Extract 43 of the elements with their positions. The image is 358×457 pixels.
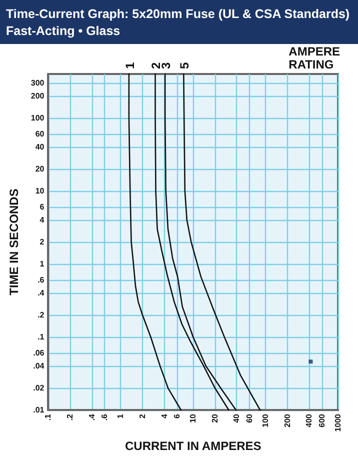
text: 5 <box>178 62 192 69</box>
x-tick-label: .4 <box>87 413 96 421</box>
chart-subtitle: Fast-Acting • Glass <box>6 23 122 40</box>
y-tick-label: 300 <box>30 78 45 88</box>
x-tick-label: 400 <box>304 413 314 428</box>
x-tick-label: 4 <box>160 413 169 418</box>
y-tick-label: .04 <box>33 362 45 371</box>
y-tick-label: 10 <box>35 186 45 196</box>
x-tick-label: 6 <box>172 413 182 418</box>
text: 1 <box>122 62 137 69</box>
x-tick-label: 1 <box>116 413 126 418</box>
y-tick-label: .01 <box>33 406 45 414</box>
chart-title: Time-Current Graph: 5x20mm Fuse (UL & CSA Standards) <box>6 6 351 23</box>
x-tick-label: 40 <box>232 413 242 423</box>
y-tick-label: .4 <box>38 288 45 298</box>
y-axis-title: TIME IN SECONDS <box>7 188 21 296</box>
x-axis-title: CURRENT IN AMPERES <box>125 439 262 453</box>
x-tick-label: 2 <box>138 413 147 418</box>
x-tick-label: 1000 <box>334 413 342 432</box>
x-tick-label: 60 <box>244 413 254 423</box>
y-tick-label: 20 <box>35 164 45 174</box>
y-tick-label: .1 <box>38 332 45 342</box>
y-tick-label: 2 <box>40 238 45 246</box>
text: 3 <box>159 62 174 69</box>
x-tick-label: 600 <box>317 413 326 428</box>
y-tick-label: .02 <box>33 384 45 393</box>
y-tick-label: 6 <box>40 202 45 212</box>
y-tick-label: .06 <box>33 348 45 358</box>
y-tick-label: 4 <box>40 216 45 225</box>
x-tick-label: 10 <box>188 413 198 423</box>
y-tick-label: 40 <box>35 142 45 152</box>
y-tick-label: .2 <box>38 310 45 320</box>
x-tick-label: 100 <box>261 413 270 428</box>
y-tick-label: 1 <box>40 259 45 268</box>
x-tick-label: .6 <box>100 413 110 421</box>
y-tick-label: 200 <box>30 91 45 100</box>
y-tick-label: 100 <box>30 113 45 122</box>
x-tick-label: .2 <box>66 413 75 421</box>
y-tick-label: 60 <box>35 130 45 139</box>
x-tick-label: 200 <box>282 413 292 428</box>
x-tick-label: 20 <box>210 413 220 423</box>
y-tick-label: .6 <box>38 276 45 285</box>
text: AMPERE RATING <box>288 44 340 72</box>
